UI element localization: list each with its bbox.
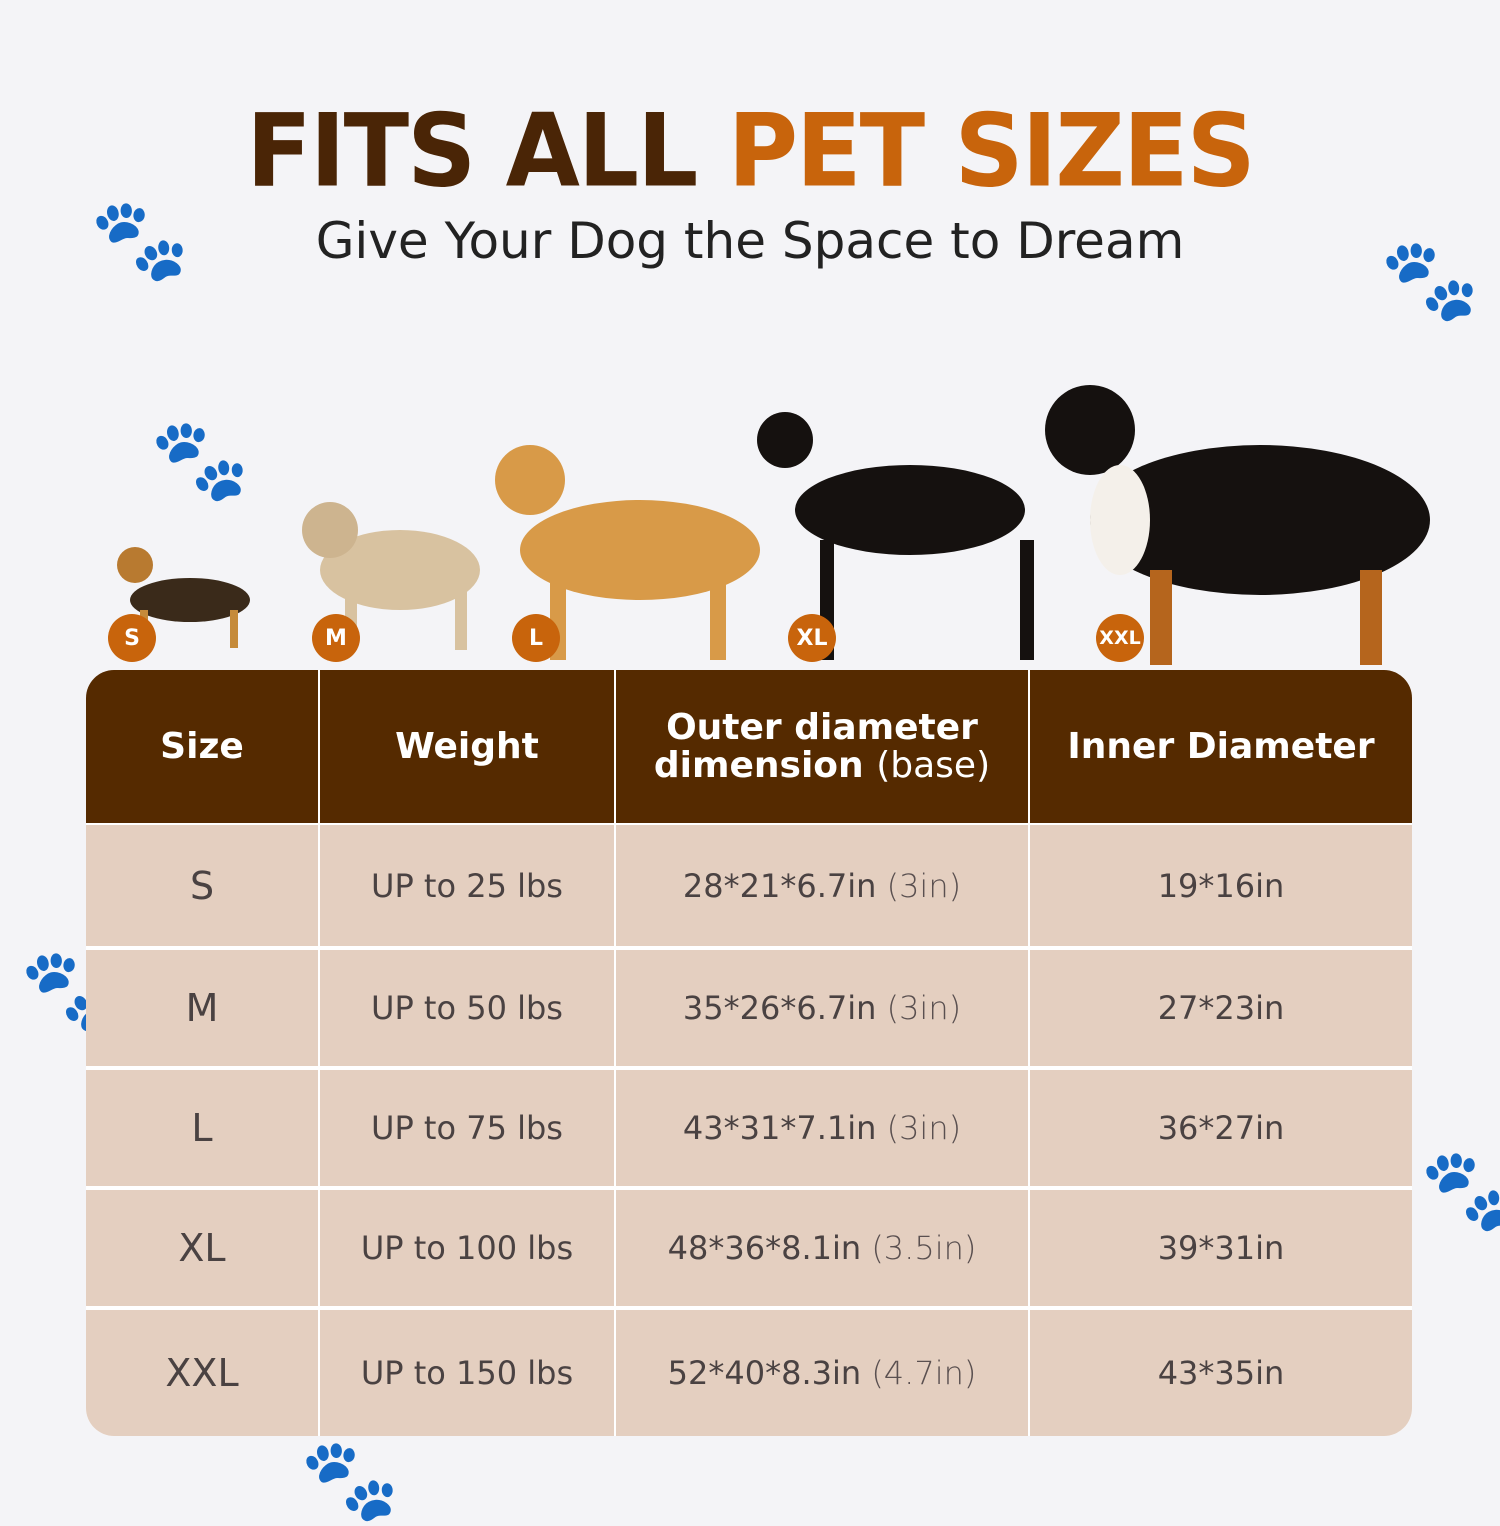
inner-value: 36*27in <box>1157 1109 1285 1147</box>
cell-outer: 35*26*6.7in (3in) <box>616 950 1028 1066</box>
size-badge-s: S <box>108 614 156 662</box>
page-title: FITS ALL PET SIZES <box>0 92 1500 210</box>
golden-retriever-image <box>495 445 760 660</box>
size-value: M <box>185 986 219 1030</box>
paw-print-icon: 🐾 <box>1420 1143 1500 1236</box>
paw-print-icon: 🐾 <box>300 1433 400 1526</box>
paw-print-icon: 🐾 <box>1380 233 1480 326</box>
dog-lineup: S M L XL XXL <box>80 350 1480 670</box>
size-value: XL <box>178 1226 226 1270</box>
weight-value: UP to 25 lbs <box>371 866 563 905</box>
subtitle: Give Your Dog the Space to Dream <box>315 212 1185 270</box>
base-value: (3in) <box>886 989 962 1027</box>
outer-value: 52*40*8.3in <box>667 1354 862 1392</box>
cell-weight: UP to 150 lbs <box>320 1310 614 1436</box>
paw-print-icon: 🐾 <box>90 193 190 286</box>
header-inner-diameter: Inner Diameter <box>1030 670 1412 823</box>
cell-inner: 39*31in <box>1030 1190 1412 1306</box>
cell-size: XL <box>86 1190 318 1306</box>
cell-outer: 48*36*8.1in (3.5in) <box>616 1190 1028 1306</box>
size-value: L <box>191 1106 213 1150</box>
weight-value: UP to 150 lbs <box>360 1354 574 1392</box>
cell-size: S <box>86 825 318 946</box>
size-value: S <box>189 863 215 908</box>
cell-weight: UP to 50 lbs <box>320 950 614 1066</box>
cell-outer: 52*40*8.3in (4.7in) <box>616 1310 1028 1436</box>
weight-value: UP to 100 lbs <box>360 1229 574 1267</box>
base-value: (3in) <box>886 1109 962 1147</box>
size-value: XXL <box>165 1351 239 1395</box>
cell-size: L <box>86 1070 318 1186</box>
title-part-accent: PET SIZES <box>727 92 1256 210</box>
base-value: (3.5in) <box>871 1229 977 1267</box>
size-badge-xxl: XXL <box>1096 614 1144 662</box>
inner-value: 19*16in <box>1157 866 1285 905</box>
cell-inner: 27*23in <box>1030 950 1412 1066</box>
header-outer-line2: dimension <box>653 744 864 786</box>
cell-outer: 43*31*7.1in (3in) <box>616 1070 1028 1186</box>
header-size: Size <box>86 670 318 823</box>
header-outer-note: (base) <box>876 744 991 786</box>
base-value: (4.7in) <box>871 1354 977 1392</box>
pug-image <box>302 502 480 650</box>
title-part-dark: FITS ALL <box>246 92 698 210</box>
header-weight: Weight <box>320 670 614 823</box>
outer-value: 28*21*6.7in <box>682 866 877 905</box>
header-outer-line1: Outer diameter <box>666 706 978 748</box>
outer-value: 35*26*6.7in <box>682 989 877 1027</box>
weight-value: UP to 50 lbs <box>371 989 563 1027</box>
cell-outer: 28*21*6.7in (3in) <box>616 825 1028 946</box>
inner-value: 27*23in <box>1157 989 1285 1027</box>
outer-value: 43*31*7.1in <box>682 1109 877 1147</box>
cell-inner: 36*27in <box>1030 1070 1412 1186</box>
size-badge-m: M <box>312 614 360 662</box>
inner-value: 39*31in <box>1157 1229 1285 1267</box>
paw-print-icon: 🐾 <box>150 413 250 506</box>
size-badge-l: L <box>512 614 560 662</box>
size-badge-xl: XL <box>788 614 836 662</box>
base-value: (3in) <box>886 866 962 905</box>
cell-weight: UP to 75 lbs <box>320 1070 614 1186</box>
outer-value: 48*36*8.1in <box>667 1229 862 1267</box>
header-outer-diameter: Outer diameter dimension (base) <box>616 670 1028 823</box>
cell-weight: UP to 25 lbs <box>320 825 614 946</box>
cell-inner: 19*16in <box>1030 825 1412 946</box>
size-chart-table: Size Weight Outer diameter dimension (ba… <box>86 670 1412 1436</box>
cell-inner: 43*35in <box>1030 1310 1412 1436</box>
cell-size: XXL <box>86 1310 318 1436</box>
weight-value: UP to 75 lbs <box>371 1109 563 1147</box>
cell-weight: UP to 100 lbs <box>320 1190 614 1306</box>
bernese-mountain-dog-image <box>1045 385 1430 665</box>
doberman-image <box>757 412 1034 660</box>
cell-size: M <box>86 950 318 1066</box>
inner-value: 43*35in <box>1157 1354 1285 1392</box>
